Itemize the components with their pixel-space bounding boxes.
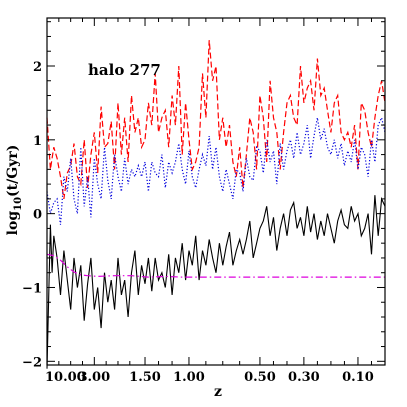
series-line-dash-dot — [46, 253, 385, 278]
y-tick-label: 2 — [33, 60, 42, 75]
y-axis-label-rest: (t/Gyr) — [5, 145, 21, 197]
series-line-dashed — [46, 40, 386, 199]
plot-frame — [46, 17, 386, 366]
y-axis-label-sub: 10 — [13, 197, 24, 211]
x-axis-label: z — [214, 384, 222, 400]
x-tick-label: 3.00 — [78, 370, 110, 385]
x-tick-label: 10.00 — [45, 370, 86, 385]
y-tick-label: −2 — [22, 355, 42, 370]
x-tick-label: 1.50 — [129, 370, 161, 385]
series-line-solid — [46, 195, 386, 369]
x-tick-label: 0.30 — [288, 370, 320, 385]
y-axis-label-base: log — [5, 211, 21, 236]
halo-annotation: halo 277 — [88, 61, 161, 79]
x-tick-label: 0.10 — [342, 370, 374, 385]
y-tick-label: −1 — [22, 281, 42, 296]
y-tick-label: 1 — [33, 134, 42, 149]
x-tick-label: 0.50 — [244, 370, 276, 385]
tick-layer: −2 −1 0 1 2 10.003.00 1.50 1.00 0.50 0.30 0.10 — [22, 18, 385, 385]
series-layer — [46, 40, 386, 369]
x-tick-label: 1.00 — [173, 370, 205, 385]
y-axis-label: log10(t/Gyr) — [5, 145, 24, 236]
y-tick-label: 0 — [33, 208, 42, 223]
